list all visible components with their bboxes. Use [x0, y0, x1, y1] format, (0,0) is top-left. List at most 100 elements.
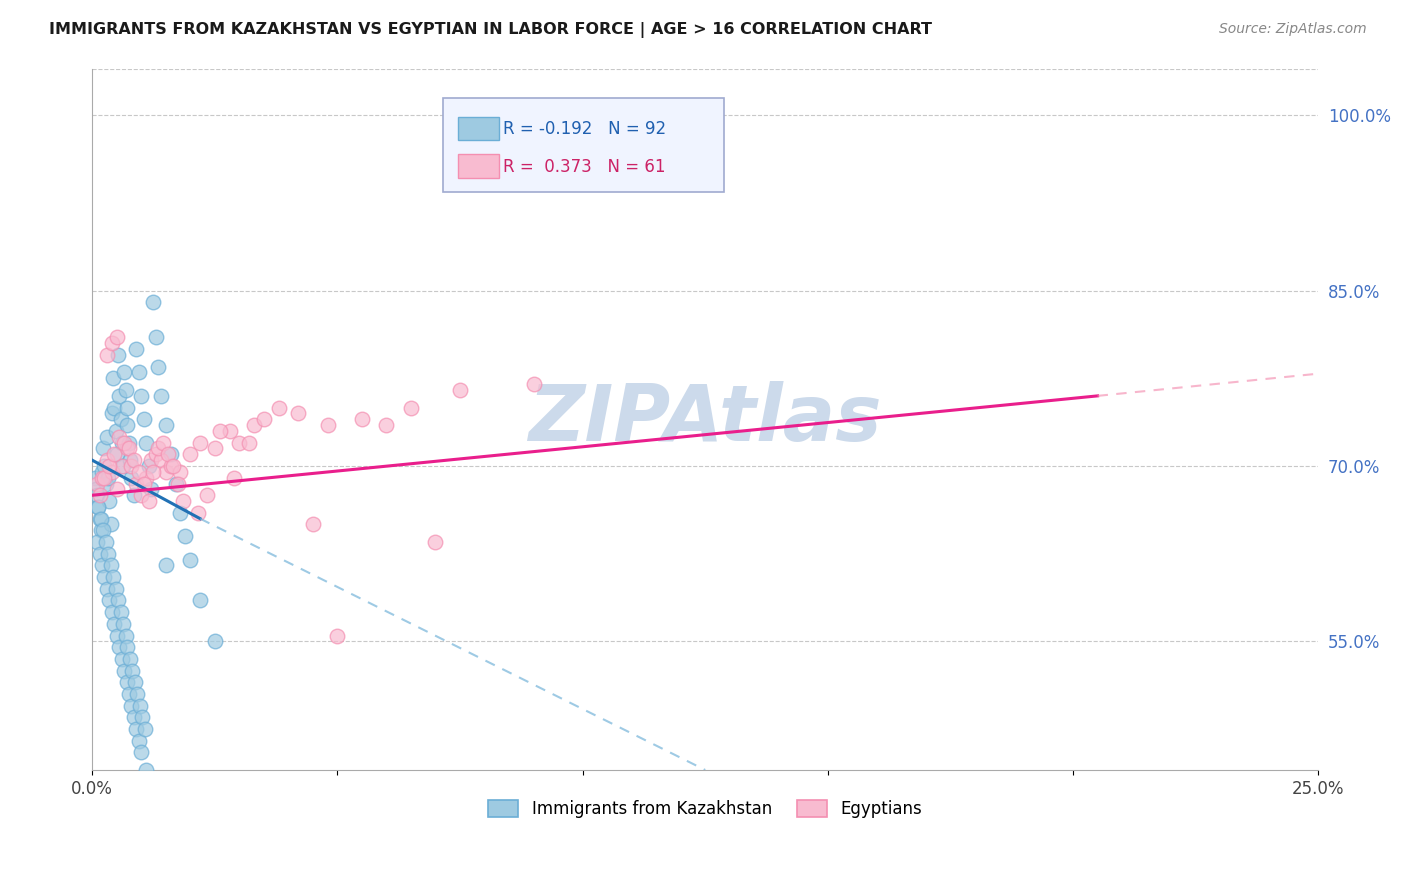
Point: [125, 476, 148, 491]
Point: [93, 570, 115, 584]
Point: [101, 465, 124, 479]
Point: [155, 465, 177, 479]
Text: ZIPAtlas: ZIPAtlas: [529, 381, 882, 458]
Point: [110, 605, 132, 619]
Point: [89, 511, 111, 525]
Point: [124, 675, 146, 690]
Point: [174, 529, 197, 543]
Point: [115, 442, 138, 456]
Point: [228, 435, 250, 450]
Point: [91, 471, 114, 485]
Point: [522, 377, 544, 392]
Point: [105, 447, 128, 461]
Point: [101, 570, 124, 584]
Point: [108, 389, 131, 403]
Point: [243, 418, 266, 433]
Point: [152, 435, 174, 450]
Point: [111, 458, 134, 473]
Point: [122, 453, 145, 467]
Point: [110, 412, 132, 426]
Point: [128, 465, 150, 479]
Point: [148, 442, 170, 456]
Point: [94, 535, 117, 549]
Point: [399, 401, 422, 415]
Point: [100, 558, 122, 573]
Point: [110, 652, 132, 666]
Point: [138, 494, 160, 508]
Point: [316, 418, 339, 433]
Point: [128, 366, 150, 380]
Point: [100, 517, 122, 532]
Point: [208, 424, 231, 438]
Point: [105, 330, 128, 344]
Point: [111, 616, 134, 631]
Point: [84, 483, 107, 497]
Point: [129, 698, 152, 713]
Point: [120, 471, 142, 485]
Point: [91, 524, 114, 538]
Point: [86, 476, 108, 491]
Point: [110, 435, 132, 450]
Point: [101, 406, 124, 420]
Point: [122, 488, 145, 502]
Point: [86, 535, 108, 549]
Point: [97, 471, 120, 485]
Point: [125, 722, 148, 736]
Point: [112, 366, 135, 380]
Point: [118, 442, 141, 456]
Text: Source: ZipAtlas.com: Source: ZipAtlas.com: [1219, 22, 1367, 37]
Point: [350, 412, 373, 426]
Point: [127, 687, 149, 701]
Point: [159, 447, 181, 461]
Point: [117, 640, 139, 655]
Point: [118, 435, 141, 450]
Point: [96, 453, 118, 467]
Point: [179, 447, 201, 461]
Point: [148, 359, 170, 374]
Point: [115, 675, 138, 690]
Text: R =  0.373   N = 61: R = 0.373 N = 61: [503, 158, 666, 176]
Point: [107, 593, 129, 607]
Point: [122, 710, 145, 724]
Point: [110, 458, 132, 473]
Point: [204, 634, 226, 648]
Point: [98, 494, 121, 508]
Point: [121, 664, 143, 678]
Point: [108, 430, 131, 444]
Point: [128, 733, 150, 747]
Point: [139, 483, 162, 497]
Point: [103, 401, 125, 415]
Point: [132, 412, 155, 426]
Point: [169, 506, 191, 520]
Point: [449, 383, 471, 397]
Point: [93, 458, 115, 473]
Point: [86, 488, 108, 502]
Point: [101, 371, 124, 385]
Point: [98, 458, 121, 473]
Point: [112, 435, 135, 450]
Point: [302, 517, 325, 532]
Point: [135, 435, 157, 450]
Point: [204, 442, 226, 456]
Point: [103, 447, 125, 461]
Point: [117, 418, 139, 433]
Point: [97, 547, 120, 561]
Point: [104, 582, 127, 596]
Point: [87, 500, 110, 514]
Point: [91, 442, 114, 456]
Point: [157, 447, 180, 461]
Point: [131, 710, 153, 724]
Point: [135, 471, 157, 485]
Point: [114, 383, 136, 397]
Legend: Immigrants from Kazakhstan, Egyptians: Immigrants from Kazakhstan, Egyptians: [482, 793, 929, 825]
Point: [107, 348, 129, 362]
Point: [188, 593, 211, 607]
Point: [129, 488, 152, 502]
Point: [89, 547, 111, 561]
Point: [118, 687, 141, 701]
Point: [159, 458, 181, 473]
Point: [120, 652, 142, 666]
Point: [149, 389, 172, 403]
Point: [114, 628, 136, 642]
Point: [104, 424, 127, 438]
